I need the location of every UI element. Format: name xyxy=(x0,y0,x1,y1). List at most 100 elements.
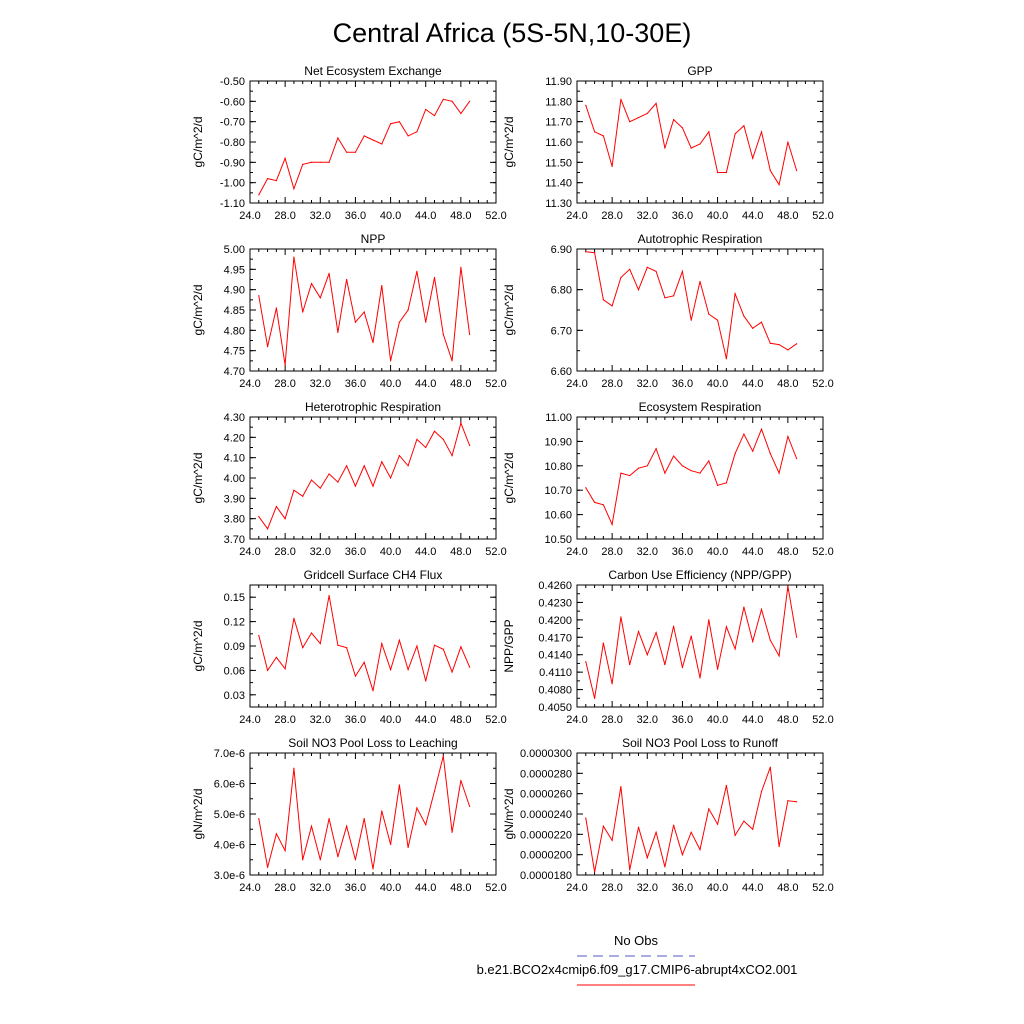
data-point xyxy=(425,108,427,111)
x-tick-label: 44.0 xyxy=(742,714,763,726)
chart-panel-7: Gridcell Surface CH4 Flux 24.0 28.0 32.0 36.… xyxy=(191,568,507,726)
data-point xyxy=(787,349,789,351)
plot-frame xyxy=(249,248,497,372)
data-point xyxy=(673,625,675,627)
data-point xyxy=(469,333,471,335)
x-tick-label: 40.0 xyxy=(380,882,401,894)
panel-title: Carbon Use Efficiency (NPP/GPP) xyxy=(608,568,791,582)
data-point xyxy=(328,272,330,274)
data-point xyxy=(451,455,453,457)
x-tick-label: 52.0 xyxy=(485,378,506,390)
data-point xyxy=(407,309,409,311)
panel-title: Heterotrophic Respiration xyxy=(305,400,441,414)
data-point xyxy=(328,594,330,597)
data-point xyxy=(796,801,798,803)
data-point xyxy=(602,642,604,644)
y-tick-label: 10.70 xyxy=(544,485,572,497)
y-tick-label: 3.80 xyxy=(224,514,245,526)
data-point xyxy=(381,642,383,645)
y-tick-label: 11.50 xyxy=(545,157,572,169)
data-point xyxy=(602,504,604,506)
data-point xyxy=(433,644,436,646)
data-point xyxy=(637,630,640,633)
x-tick-label: 44.0 xyxy=(742,546,763,558)
data-point xyxy=(302,163,304,165)
series-line xyxy=(585,251,797,359)
data-point xyxy=(611,683,613,685)
data-point xyxy=(725,626,727,628)
y-tick-label: 11.90 xyxy=(545,76,572,88)
data-point xyxy=(681,465,684,467)
data-point xyxy=(302,311,304,313)
data-point xyxy=(451,831,453,833)
y-tick-label: 0.12 xyxy=(224,617,245,629)
y-axis-label: gC/m^2/d xyxy=(502,117,516,168)
plot-frame xyxy=(576,248,824,372)
data-point xyxy=(699,677,701,679)
x-tick-label: 32.0 xyxy=(310,546,331,558)
y-tick-label: 3.0e-6 xyxy=(214,870,245,882)
data-point xyxy=(734,834,736,836)
data-point xyxy=(346,278,348,281)
data-point xyxy=(337,481,339,483)
data-point xyxy=(585,817,587,819)
y-tick-label: 4.75 xyxy=(224,346,245,358)
y-tick-label: 10.90 xyxy=(544,436,572,448)
data-point xyxy=(681,666,684,669)
series-line xyxy=(258,421,471,530)
data-point xyxy=(611,165,613,167)
data-point xyxy=(354,321,357,323)
data-point xyxy=(629,121,631,123)
series-line xyxy=(585,586,798,699)
data-point xyxy=(655,448,657,450)
plot-frame xyxy=(576,416,824,540)
data-point xyxy=(284,518,286,520)
data-point xyxy=(328,817,330,820)
data-point xyxy=(646,465,648,467)
data-point xyxy=(655,102,657,104)
data-point xyxy=(310,825,313,827)
data-point xyxy=(372,868,374,870)
series-line xyxy=(258,755,471,869)
data-point xyxy=(416,131,418,133)
data-point xyxy=(664,866,666,868)
data-point xyxy=(708,313,710,315)
x-tick-label: 28.0 xyxy=(274,210,295,222)
y-tick-label: 0.4050 xyxy=(538,702,572,714)
y-tick-label: 0.4080 xyxy=(538,685,572,697)
chart-panel-9: Soil NO3 Pool Loss to Leaching 24.0 28.0 32… xyxy=(191,736,507,894)
y-tick-label: -0.60 xyxy=(220,96,245,108)
data-point xyxy=(620,98,622,100)
data-point xyxy=(275,307,277,309)
data-point xyxy=(425,824,427,826)
x-tick-label: 28.0 xyxy=(274,882,295,894)
data-point xyxy=(778,472,780,474)
data-point xyxy=(655,632,657,634)
y-axis-label: gC/m^2/d xyxy=(191,453,205,504)
data-point xyxy=(699,848,701,851)
data-point xyxy=(266,178,269,180)
x-tick-label: 32.0 xyxy=(637,714,658,726)
data-point xyxy=(372,690,374,692)
y-tick-label: 6.0e-6 xyxy=(214,779,245,791)
x-tick-label: 40.0 xyxy=(707,714,728,726)
data-point xyxy=(778,845,780,848)
x-tick-label: 24.0 xyxy=(566,210,587,222)
y-tick-label: 10.80 xyxy=(544,461,572,473)
chart-panels: Net Ecosystem Exchange 24.0 28.0 32.0 36.0 40… xyxy=(191,64,834,894)
y-tick-label: 4.90 xyxy=(224,285,245,297)
data-point xyxy=(699,472,701,474)
x-tick-label: 24.0 xyxy=(239,714,260,726)
data-point xyxy=(302,495,304,497)
series-line xyxy=(585,99,798,187)
data-point xyxy=(407,135,409,137)
y-tick-label: 4.95 xyxy=(224,264,245,276)
data-point xyxy=(690,147,692,149)
data-point xyxy=(398,784,400,786)
data-point xyxy=(381,810,383,812)
x-tick-label: 32.0 xyxy=(310,210,331,222)
data-point xyxy=(442,648,444,650)
data-point xyxy=(796,343,798,345)
chart-panel-6: Ecosystem Respiration 24.0 28.0 32.0 36.0 40.… xyxy=(502,400,834,558)
x-tick-label: 44.0 xyxy=(742,882,763,894)
